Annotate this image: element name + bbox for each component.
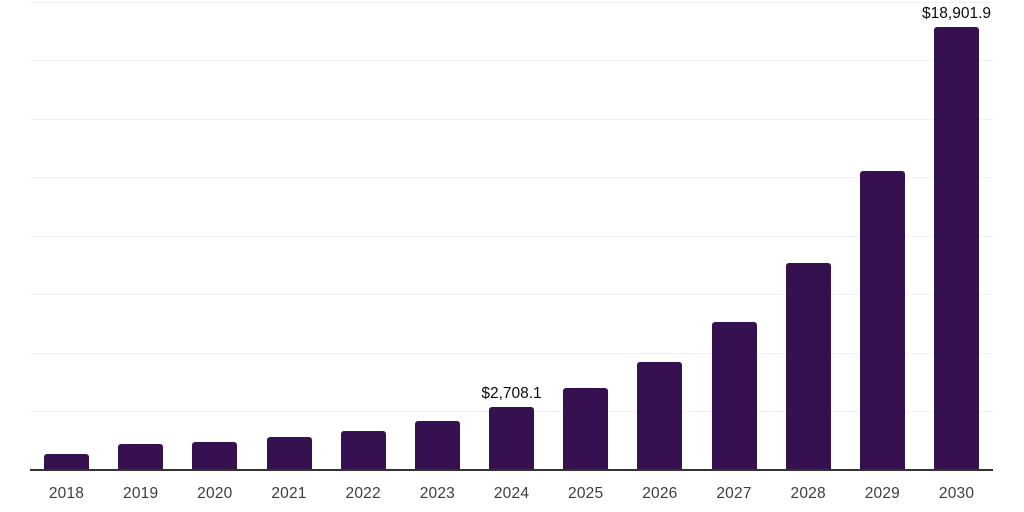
bar-2020 xyxy=(192,441,238,470)
gridline-10000 xyxy=(30,235,993,237)
bar-2026 xyxy=(637,361,683,470)
bar-2030 xyxy=(934,27,980,470)
x-axis-label-2019: 2019 xyxy=(123,485,159,502)
gridline-17500 xyxy=(30,60,993,62)
x-axis-label-2030: 2030 xyxy=(938,485,975,502)
bar-2027 xyxy=(711,321,757,470)
x-axis-label-2023: 2023 xyxy=(419,485,455,502)
x-axis-label-2026: 2026 xyxy=(642,485,678,502)
gridline-15000 xyxy=(30,118,993,120)
bar-2019 xyxy=(118,443,164,470)
data-label-2024: $2,708.1 xyxy=(481,384,542,402)
gridline-7500 xyxy=(30,294,993,296)
bar-2018 xyxy=(44,454,89,470)
x-axis-label-2021: 2021 xyxy=(271,485,307,502)
gridline-20000 xyxy=(30,1,993,3)
x-axis-label-2028: 2028 xyxy=(790,485,826,502)
x-axis-label-2029: 2029 xyxy=(864,485,900,502)
x-axis-label-2027: 2027 xyxy=(716,485,752,502)
bar-2021 xyxy=(266,437,312,470)
x-axis-label-2018: 2018 xyxy=(48,485,85,502)
bar-2028 xyxy=(785,263,831,470)
x-axis-label-2025: 2025 xyxy=(568,485,604,502)
bar-2024 xyxy=(489,406,535,470)
x-axis-label-2020: 2020 xyxy=(197,485,233,502)
gridline-5000 xyxy=(30,352,993,354)
data-label-2030: $18,901.9 xyxy=(922,5,992,23)
x-axis-label-2022: 2022 xyxy=(345,485,381,502)
bar-2023 xyxy=(414,420,460,470)
bar-2029 xyxy=(859,171,905,470)
bar-2025 xyxy=(563,387,609,470)
x-axis-label-2024: 2024 xyxy=(493,485,530,502)
gridline-12500 xyxy=(30,177,993,179)
x-axis-line xyxy=(30,469,993,471)
bar-2022 xyxy=(340,430,386,470)
